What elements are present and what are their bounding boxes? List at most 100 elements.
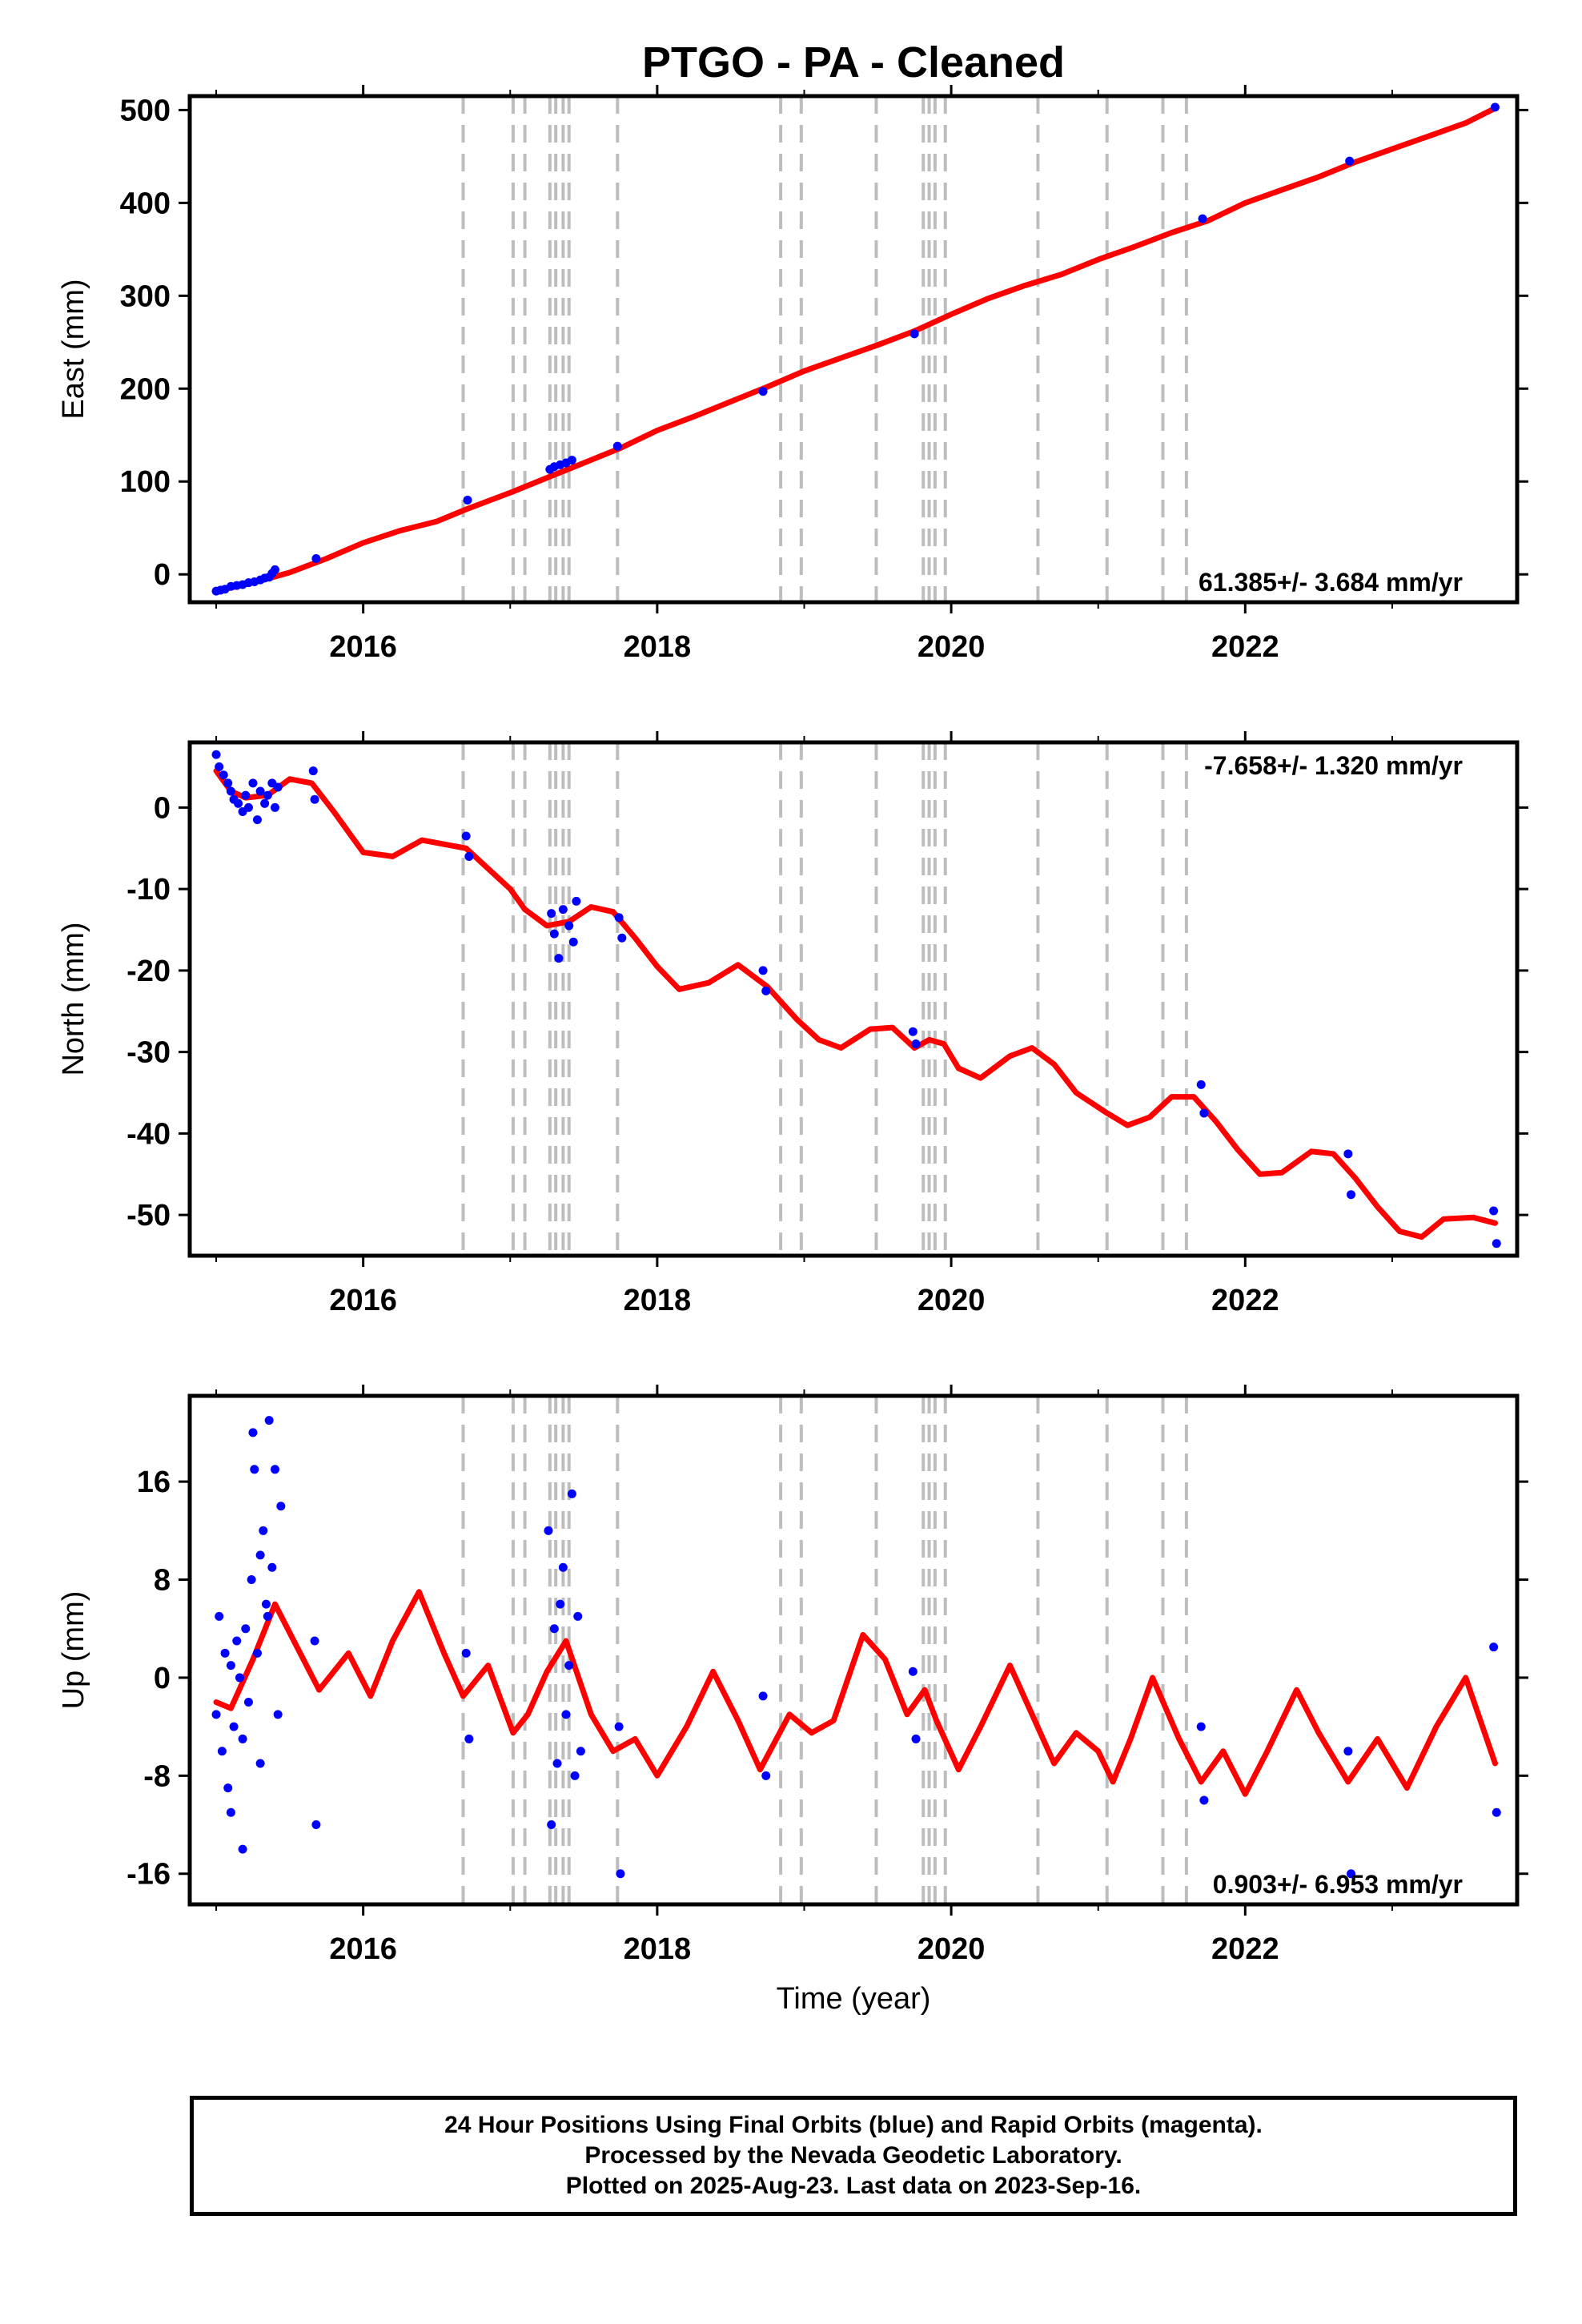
data-point <box>1492 1807 1501 1817</box>
data-point <box>556 1599 565 1609</box>
data-point <box>1490 103 1500 112</box>
y-tick-label: 400 <box>120 187 171 220</box>
data-point <box>255 1759 265 1768</box>
data-point <box>558 1562 568 1572</box>
footer-line-3: Plotted on 2025-Aug-23. Last data on 202… <box>565 2173 1142 2199</box>
data-point <box>276 1502 286 1511</box>
y-tick-label: 0 <box>154 791 171 825</box>
data-point <box>1199 1795 1209 1805</box>
data-point <box>1489 1206 1499 1216</box>
data-point <box>564 921 574 931</box>
data-point <box>252 815 262 825</box>
data-point <box>461 1648 471 1658</box>
y-tick-label: 300 <box>120 279 171 313</box>
x-tick-label: 2016 <box>329 1932 397 1966</box>
y-tick-label: -10 <box>126 873 171 907</box>
data-point <box>223 778 233 788</box>
data-point <box>232 1636 242 1646</box>
footer-line-2: Processed by the Nevada Geodetic Laborat… <box>584 2142 1122 2169</box>
data-point <box>250 1465 259 1474</box>
data-point <box>215 762 224 772</box>
y-tick-label: -8 <box>143 1759 171 1793</box>
y-tick-label: 200 <box>120 372 171 406</box>
data-point <box>1343 1149 1353 1159</box>
data-point <box>260 798 270 808</box>
plot-frame <box>187 1393 1520 1907</box>
data-point <box>1198 214 1207 223</box>
data-point <box>241 790 251 800</box>
data-point <box>561 1710 571 1719</box>
data-point <box>1347 1190 1356 1200</box>
rate-label: 61.385+/- 3.684 mm/yr <box>1199 568 1463 597</box>
data-point <box>576 1747 585 1756</box>
data-point <box>263 790 272 800</box>
x-tick-label: 2020 <box>917 1932 986 1966</box>
data-point <box>263 1611 272 1621</box>
data-point <box>261 1599 271 1609</box>
data-point <box>243 1698 253 1707</box>
data-point <box>226 786 235 796</box>
x-tick-label: 2018 <box>624 1284 692 1317</box>
data-point <box>220 1648 230 1658</box>
footer-box: 24 Hour Positions Using Final Orbits (bl… <box>190 2096 1517 2216</box>
data-point <box>238 1844 247 1854</box>
data-point <box>1196 1080 1206 1089</box>
model-series-line <box>213 768 1498 1240</box>
plot-frame <box>187 740 1520 1258</box>
data-point <box>758 966 768 975</box>
data-point <box>464 1734 474 1743</box>
data-point <box>1347 1869 1356 1879</box>
data-point <box>248 1428 258 1437</box>
y-axis-label: Up (mm) <box>57 1591 90 1710</box>
x-tick-label: 2022 <box>1211 630 1279 664</box>
y-tick-label: 0 <box>154 558 171 592</box>
data-point <box>310 1636 319 1646</box>
data-point <box>564 1661 574 1671</box>
data-point <box>570 1771 580 1780</box>
data-point <box>908 1027 917 1036</box>
data-point <box>243 802 253 812</box>
y-tick-label: 16 <box>137 1466 171 1499</box>
data-point <box>226 1661 235 1671</box>
data-point <box>259 1526 268 1535</box>
data-point <box>1492 1239 1501 1248</box>
rate-label: -7.658+/- 1.320 mm/yr <box>1204 751 1463 780</box>
y-tick-label: 100 <box>120 465 171 499</box>
data-point <box>255 1550 265 1560</box>
data-point <box>567 456 576 465</box>
x-tick-label: 2016 <box>329 1284 397 1317</box>
data-point <box>547 1820 556 1830</box>
x-tick-label: 2020 <box>917 630 986 664</box>
data-point <box>909 329 919 339</box>
data-point <box>758 387 768 396</box>
rate-label: 0.903+/- 6.953 mm/yr <box>1213 1870 1463 1899</box>
data-point <box>761 1771 771 1780</box>
data-point <box>616 1869 625 1879</box>
data-point <box>311 1820 321 1830</box>
data-point <box>273 782 283 792</box>
x-tick-label: 2016 <box>329 630 397 664</box>
data-point <box>464 851 474 861</box>
data-point <box>549 1624 559 1634</box>
data-point <box>547 909 556 919</box>
chart-title: PTGO - PA - Cleaned <box>642 38 1065 86</box>
data-point <box>270 565 279 574</box>
y-tick-label: -50 <box>126 1199 171 1232</box>
data-point <box>1345 156 1355 166</box>
x-tick-label: 2018 <box>624 630 692 664</box>
data-point <box>617 933 627 943</box>
data-point <box>217 1747 227 1756</box>
x-axis-label: Time (year) <box>777 1982 931 2016</box>
data-point <box>572 896 581 906</box>
x-tick-label: 2020 <box>917 1284 986 1317</box>
data-point <box>226 1807 235 1817</box>
x-tick-label: 2018 <box>624 1932 692 1966</box>
data-point <box>311 553 321 563</box>
y-tick-label: 0 <box>154 1662 171 1695</box>
model-series-line <box>213 1589 1498 1797</box>
data-point <box>310 794 319 804</box>
data-point <box>241 1624 251 1634</box>
data-point <box>235 1673 244 1683</box>
data-point <box>211 750 221 759</box>
